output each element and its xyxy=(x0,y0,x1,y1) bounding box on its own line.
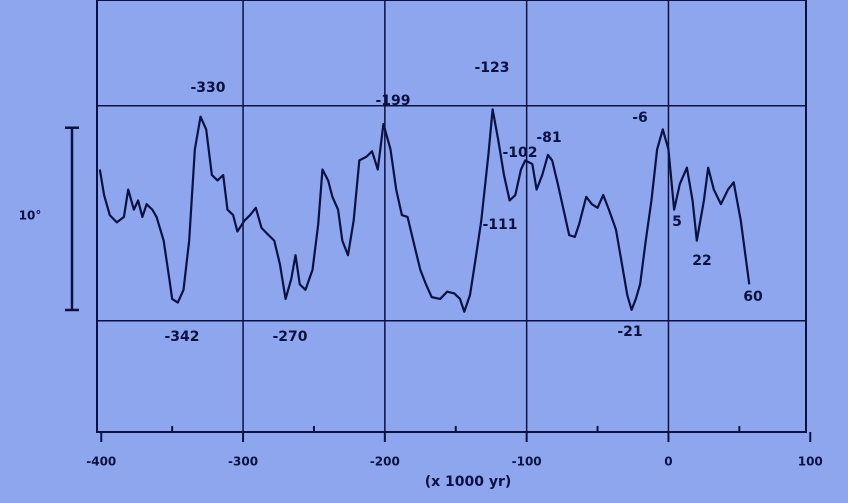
annotation: 22 xyxy=(692,253,711,269)
scale-label: 10° xyxy=(19,209,42,223)
x-axis-label: (x 1000 yr) xyxy=(425,474,512,490)
annotation: -123 xyxy=(474,60,509,76)
annotation: -330 xyxy=(190,80,225,96)
annotation: -81 xyxy=(536,130,561,146)
annotation: -102 xyxy=(502,145,537,161)
x-tick-label: -300 xyxy=(228,455,258,469)
annotation: -6 xyxy=(632,110,648,126)
x-tick-label: -200 xyxy=(370,455,400,469)
x-tick-label: -400 xyxy=(86,455,116,469)
x-tick-label: 0 xyxy=(664,455,672,469)
x-tick-label: 100 xyxy=(798,455,823,469)
annotation: 60 xyxy=(743,289,763,305)
annotation: -111 xyxy=(482,217,517,233)
x-tick-label: -100 xyxy=(512,455,542,469)
annotation: -199 xyxy=(375,93,410,109)
annotation: 5 xyxy=(672,214,682,230)
annotation: -21 xyxy=(617,324,642,340)
plot-frame xyxy=(96,0,807,433)
annotation: -342 xyxy=(164,329,199,345)
annotation: -270 xyxy=(272,329,307,345)
data-line xyxy=(98,108,751,313)
